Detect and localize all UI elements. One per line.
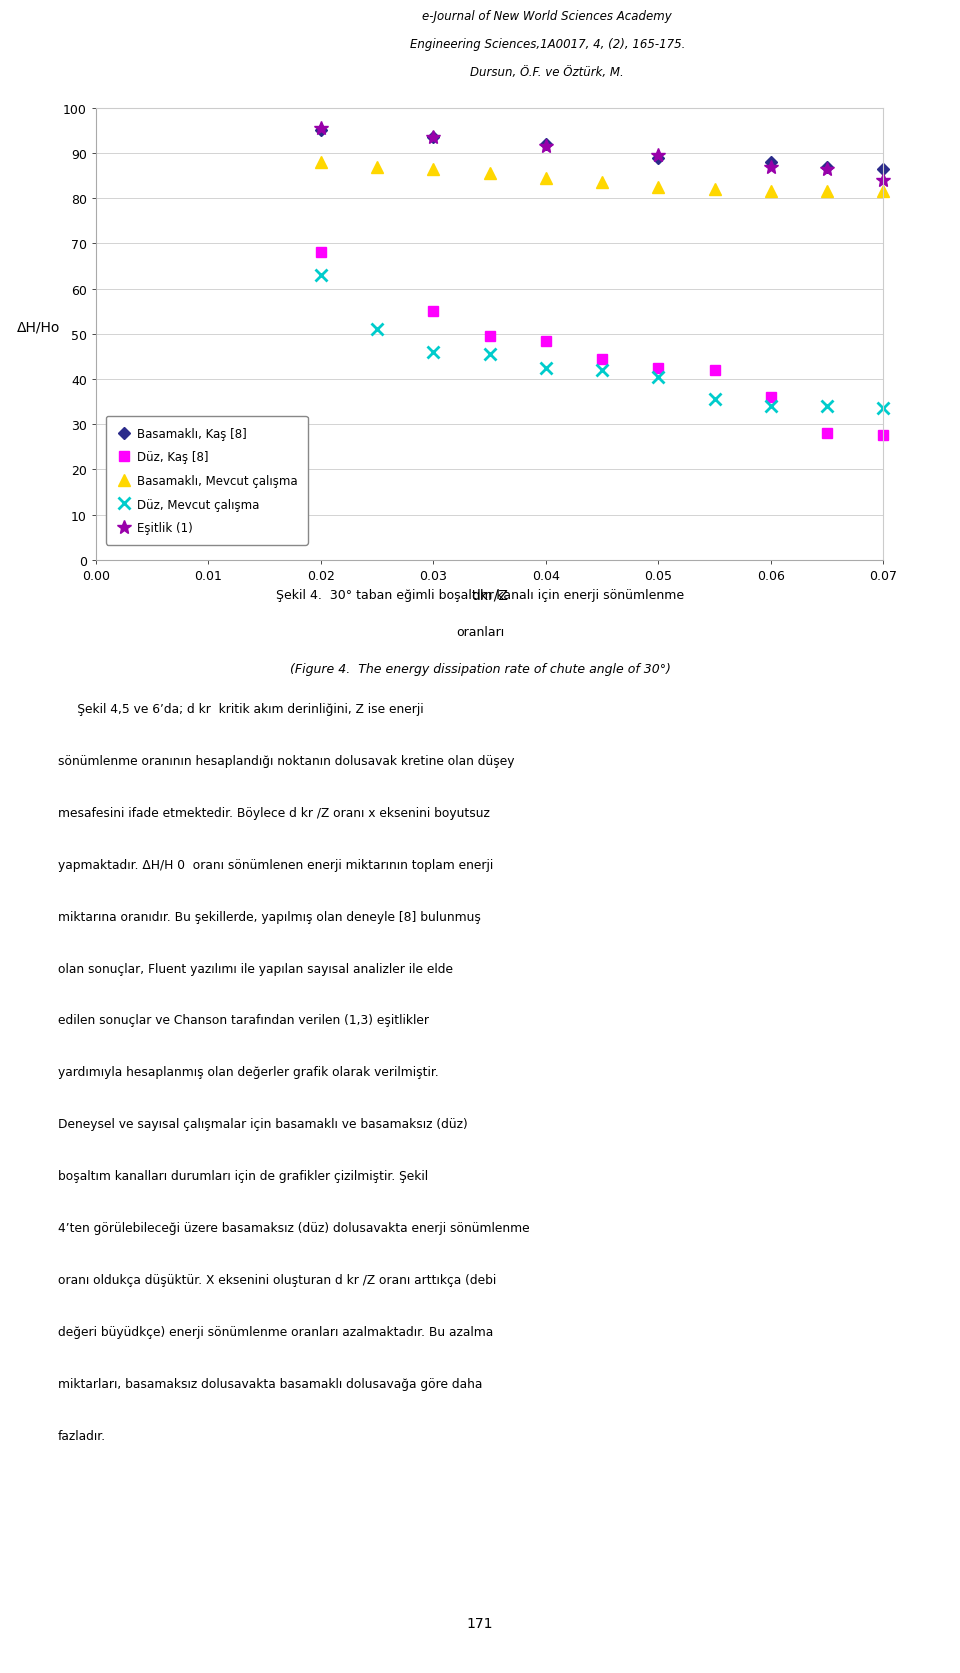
- Text: fazladır.: fazladır.: [58, 1429, 106, 1442]
- Text: Dursun, Ö.F. ve Öztürk, M.: Dursun, Ö.F. ve Öztürk, M.: [470, 67, 624, 79]
- Text: miktarına oranıdır. Bu şekillerde, yapılmış olan deneyle [8] bulunmuş: miktarına oranıdır. Bu şekillerde, yapıl…: [58, 910, 480, 923]
- Eşitlik (1): [877, 171, 889, 191]
- Eşitlik (1): [765, 157, 777, 177]
- Text: yapmaktadır. ΔH/H 0  oranı sönümlenen enerji miktarının toplam enerji: yapmaktadır. ΔH/H 0 oranı sönümlenen ene…: [58, 858, 492, 872]
- Düz, Mevcut çalışma: [372, 320, 383, 340]
- Düz, Kaş [8]: [821, 423, 832, 443]
- Basamaklı, Kaş [8]: [877, 159, 889, 179]
- Eşitlik (1): [315, 119, 326, 139]
- Basamaklı, Mevcut çalışma: [877, 182, 889, 202]
- Düz, Mevcut çalışma: [484, 345, 495, 365]
- Text: miktarları, basamaksız dolusavakta basamaklı dolusavağa göre daha: miktarları, basamaksız dolusavakta basam…: [58, 1377, 482, 1390]
- Text: yardımıyla hesaplanmış olan değerler grafik olarak verilmiştir.: yardımıyla hesaplanmış olan değerler gra…: [58, 1066, 439, 1079]
- X-axis label: dkr/Z: dkr/Z: [471, 587, 508, 602]
- Basamaklı, Kaş [8]: [821, 157, 832, 177]
- Text: Engineering Sciences,1A0017, 4, (2), 165-175.: Engineering Sciences,1A0017, 4, (2), 165…: [410, 38, 684, 52]
- Text: boşaltım kanalları durumları için de grafikler çizilmiştir. Şekil: boşaltım kanalları durumları için de gra…: [58, 1169, 428, 1183]
- Text: oranı oldukça düşüktür. X eksenini oluşturan d kr /Z oranı arttıkça (debi: oranı oldukça düşüktür. X eksenini oluşt…: [58, 1273, 496, 1287]
- Basamaklı, Mevcut çalışma: [821, 182, 832, 202]
- Eşitlik (1): [540, 137, 552, 157]
- Basamaklı, Mevcut çalışma: [484, 164, 495, 184]
- Text: mesafesini ifade etmektedir. Böylece d kr /Z oranı x eksenini boyutsuz: mesafesini ifade etmektedir. Böylece d k…: [58, 806, 490, 820]
- Düz, Kaş [8]: [427, 301, 439, 321]
- Düz, Mevcut çalışma: [315, 266, 326, 286]
- Basamaklı, Mevcut çalışma: [540, 169, 552, 189]
- Text: Deneysel ve sayısal çalışmalar için basamaklı ve basamaksız (düz): Deneysel ve sayısal çalışmalar için basa…: [58, 1118, 468, 1131]
- Basamaklı, Kaş [8]: [427, 129, 439, 149]
- Text: Şekil 4.  30° taban eğimli boşaltım kanalı için enerji sönümlenme: Şekil 4. 30° taban eğimli boşaltım kanal…: [276, 589, 684, 602]
- Text: olan sonuçlar, Fluent yazılımı ile yapılan sayısal analizler ile elde: olan sonuçlar, Fluent yazılımı ile yapıl…: [58, 962, 452, 975]
- Text: Şekil 4,5 ve 6’da; d kr  kritik akım derinliğini, Z ise enerji: Şekil 4,5 ve 6’da; d kr kritik akım deri…: [58, 703, 423, 716]
- Line: Düz, Kaş [8]: Düz, Kaş [8]: [316, 248, 888, 442]
- Düz, Mevcut çalışma: [540, 358, 552, 378]
- Düz, Mevcut çalışma: [765, 397, 777, 417]
- Text: 171: 171: [467, 1616, 493, 1630]
- Eşitlik (1): [821, 159, 832, 179]
- Düz, Kaş [8]: [484, 326, 495, 346]
- Text: e-Journal of New World Sciences Academy: e-Journal of New World Sciences Academy: [422, 10, 672, 23]
- Düz, Kaş [8]: [877, 427, 889, 447]
- Düz, Mevcut çalışma: [427, 343, 439, 363]
- Düz, Kaş [8]: [765, 388, 777, 408]
- Basamaklı, Kaş [8]: [653, 149, 664, 169]
- Düz, Kaş [8]: [540, 331, 552, 351]
- Text: 4’ten görülebileceği üzere basamaksız (düz) dolusavakta enerji sönümlenme: 4’ten görülebileceği üzere basamaksız (d…: [58, 1221, 529, 1235]
- Line: Eşitlik (1): Eşitlik (1): [314, 122, 890, 187]
- Basamaklı, Mevcut çalışma: [708, 181, 720, 201]
- Basamaklı, Kaş [8]: [315, 120, 326, 141]
- Text: edilen sonuçlar ve Chanson tarafından verilen (1,3) eşitlikler: edilen sonuçlar ve Chanson tarafından ve…: [58, 1014, 428, 1027]
- Text: sönümlenme oranının hesaplandığı noktanın dolusavak kretine olan düşey: sönümlenme oranının hesaplandığı noktanı…: [58, 755, 515, 768]
- Basamaklı, Kaş [8]: [765, 152, 777, 172]
- Basamaklı, Mevcut çalışma: [372, 157, 383, 177]
- Basamaklı, Mevcut çalışma: [315, 152, 326, 172]
- Düz, Kaş [8]: [596, 350, 608, 370]
- Basamaklı, Mevcut çalışma: [765, 182, 777, 202]
- Basamaklı, Mevcut çalışma: [596, 174, 608, 194]
- Basamaklı, Kaş [8]: [540, 136, 552, 156]
- Text: değeri büyüdkçe) enerji sönümlenme oranları azalmaktadır. Bu azalma: değeri büyüdkçe) enerji sönümlenme oranl…: [58, 1325, 492, 1338]
- Eşitlik (1): [653, 146, 664, 166]
- Basamaklı, Mevcut çalışma: [427, 159, 439, 179]
- Düz, Mevcut çalışma: [653, 368, 664, 388]
- Düz, Kaş [8]: [653, 358, 664, 378]
- Line: Basamaklı, Mevcut çalışma: Basamaklı, Mevcut çalışma: [315, 157, 889, 197]
- Düz, Mevcut çalışma: [708, 390, 720, 410]
- Düz, Kaş [8]: [708, 361, 720, 381]
- Düz, Mevcut çalışma: [821, 397, 832, 417]
- Y-axis label: ΔH/Ho: ΔH/Ho: [16, 321, 60, 335]
- Line: Basamaklı, Kaş [8]: Basamaklı, Kaş [8]: [317, 127, 887, 174]
- Eşitlik (1): [427, 129, 439, 149]
- Düz, Kaş [8]: [315, 243, 326, 263]
- Text: (Figure 4.  The energy dissipation rate of chute angle of 30°): (Figure 4. The energy dissipation rate o…: [290, 663, 670, 676]
- Legend: Basamaklı, Kaş [8], Düz, Kaş [8], Basamaklı, Mevcut çalışma, Düz, Mevcut çalışma: Basamaklı, Kaş [8], Düz, Kaş [8], Basama…: [106, 417, 308, 545]
- Line: Düz, Mevcut çalışma: Düz, Mevcut çalışma: [315, 269, 890, 415]
- Düz, Mevcut çalışma: [877, 400, 889, 420]
- Düz, Mevcut çalışma: [596, 361, 608, 381]
- Text: oranları: oranları: [456, 626, 504, 639]
- Basamaklı, Mevcut çalışma: [653, 177, 664, 197]
